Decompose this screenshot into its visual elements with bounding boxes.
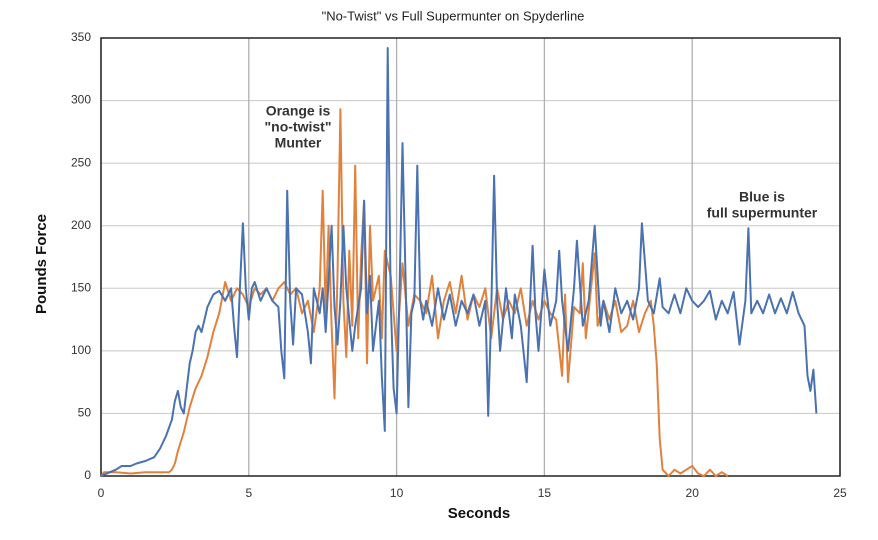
y-tick-label: 200 (71, 218, 91, 232)
x-tick-label: 5 (245, 486, 252, 500)
annotation: Blue is (739, 189, 785, 205)
y-tick-label: 350 (71, 30, 91, 44)
annotation: Orange is (266, 103, 331, 119)
x-tick-label: 15 (538, 486, 552, 500)
plot-frame (100, 37, 841, 477)
chart-title: "No-Twist" vs Full Supermunter on Spyder… (322, 8, 585, 23)
x-tick-label: 0 (98, 486, 105, 500)
y-tick-label: 250 (71, 155, 91, 169)
y-tick-label: 150 (71, 280, 91, 294)
y-axis-title: Pounds Force (33, 214, 50, 314)
y-tick-label: 300 (71, 93, 91, 107)
data-line (100, 47, 818, 477)
y-tick-label: 50 (78, 406, 92, 420)
x-tick-label: 20 (686, 486, 700, 500)
y-tick-label: 100 (71, 343, 91, 357)
x-axis-title: Seconds (448, 505, 511, 522)
annotation: full supermunter (707, 205, 818, 221)
annotation: Munter (275, 135, 322, 151)
annotation: "no-twist" (265, 119, 332, 135)
x-tick-label: 10 (390, 486, 404, 500)
y-tick-label: 0 (84, 468, 91, 482)
x-tick-label: 25 (833, 486, 847, 500)
